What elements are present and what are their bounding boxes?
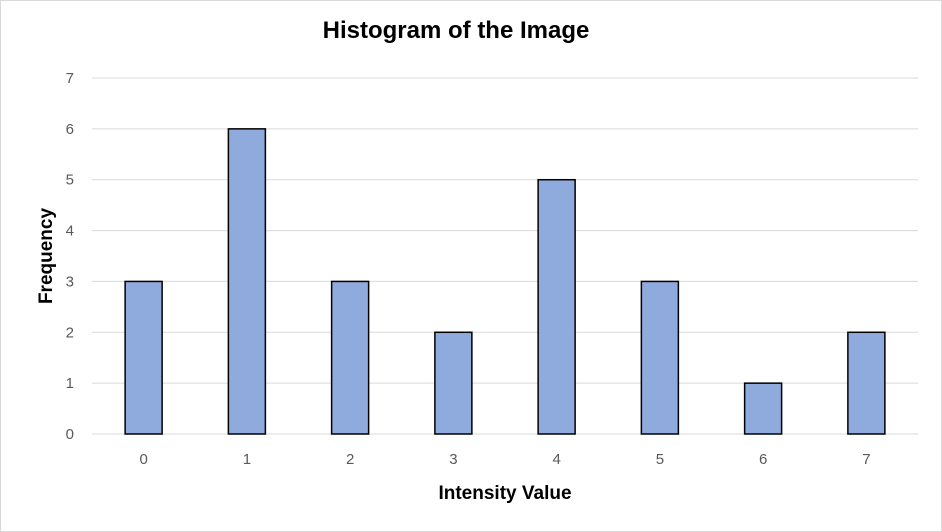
x-tick-label: 1 bbox=[243, 451, 251, 468]
y-tick-label: 0 bbox=[66, 426, 74, 443]
x-tick-label: 3 bbox=[449, 451, 457, 468]
chart-title: Histogram of the Image bbox=[322, 17, 590, 44]
y-tick-label: 2 bbox=[66, 324, 74, 341]
x-tick-label: 2 bbox=[346, 451, 354, 468]
bar-1 bbox=[227, 128, 267, 435]
x-tick-labels: 0 1 2 3 4 5 6 7 bbox=[139, 451, 870, 468]
bar-4 bbox=[537, 178, 576, 435]
x-tick-label: 0 bbox=[139, 451, 147, 468]
y-tick-label: 6 bbox=[66, 121, 74, 138]
x-tick-label: 7 bbox=[862, 451, 870, 468]
bar-6 bbox=[743, 382, 783, 435]
bar-2 bbox=[330, 280, 370, 435]
y-axis-title: Frequency bbox=[36, 208, 57, 305]
x-axis-title: Intensity Value bbox=[438, 483, 571, 504]
y-tick-label: 1 bbox=[66, 375, 74, 392]
bar-3 bbox=[434, 331, 473, 435]
bars bbox=[124, 128, 886, 435]
y-tick-labels: 0 1 2 3 4 5 6 7 bbox=[66, 70, 74, 443]
x-tick-label: 6 bbox=[759, 451, 767, 468]
y-tick-label: 3 bbox=[66, 273, 74, 290]
y-tick-label: 5 bbox=[66, 172, 74, 189]
bar-7 bbox=[847, 331, 886, 435]
y-tick-label: 4 bbox=[66, 223, 74, 240]
bar-5 bbox=[640, 280, 680, 435]
x-tick-label: 4 bbox=[552, 451, 560, 468]
bar-0 bbox=[124, 280, 163, 435]
gridlines bbox=[92, 77, 918, 435]
x-tick-label: 5 bbox=[656, 451, 664, 468]
y-tick-label: 7 bbox=[66, 70, 74, 87]
